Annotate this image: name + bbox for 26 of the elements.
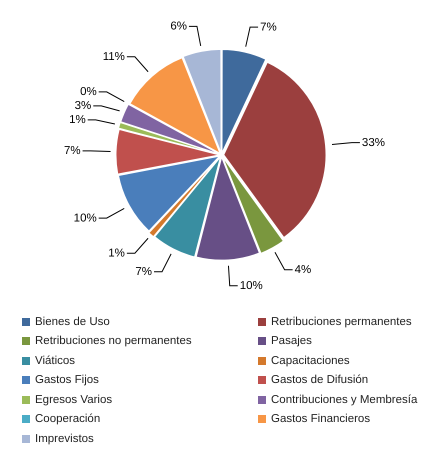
- data-label: 7%: [260, 21, 277, 34]
- data-label: 6%: [170, 20, 187, 32]
- legend-label: Viáticos: [35, 354, 76, 367]
- legend-label: Gastos de Difusión: [271, 374, 368, 386]
- legend-label: Cooperación: [35, 413, 100, 426]
- data-label: 7%: [135, 266, 152, 278]
- legend-label: Retribuciones no permanentes: [35, 335, 192, 348]
- legend-label: Gastos Financieros: [271, 413, 370, 426]
- legend-label: Bienes de Uso: [35, 316, 110, 328]
- legend-label: Retribuciones permanentes: [271, 316, 412, 328]
- legend-label: Egresos Varios: [35, 394, 112, 406]
- data-label: 10%: [240, 280, 263, 292]
- data-label: 10%: [74, 212, 97, 224]
- data-label: 3%: [74, 100, 92, 112]
- legend-label: Capacitaciones: [271, 354, 350, 367]
- legend-label: Pasajes: [271, 335, 312, 348]
- data-label: 1%: [69, 114, 86, 126]
- legend-label: Imprevistos: [35, 432, 94, 445]
- data-label: 4%: [294, 264, 312, 276]
- data-label: 11%: [102, 50, 125, 63]
- data-label: 7%: [64, 145, 81, 158]
- legend-label: Contribuciones y Membresía: [271, 394, 418, 406]
- data-label: 33%: [362, 136, 385, 149]
- text: 0%: [80, 86, 97, 98]
- legend-label: Gastos Fijos: [35, 374, 99, 386]
- data-label: 1%: [108, 247, 125, 260]
